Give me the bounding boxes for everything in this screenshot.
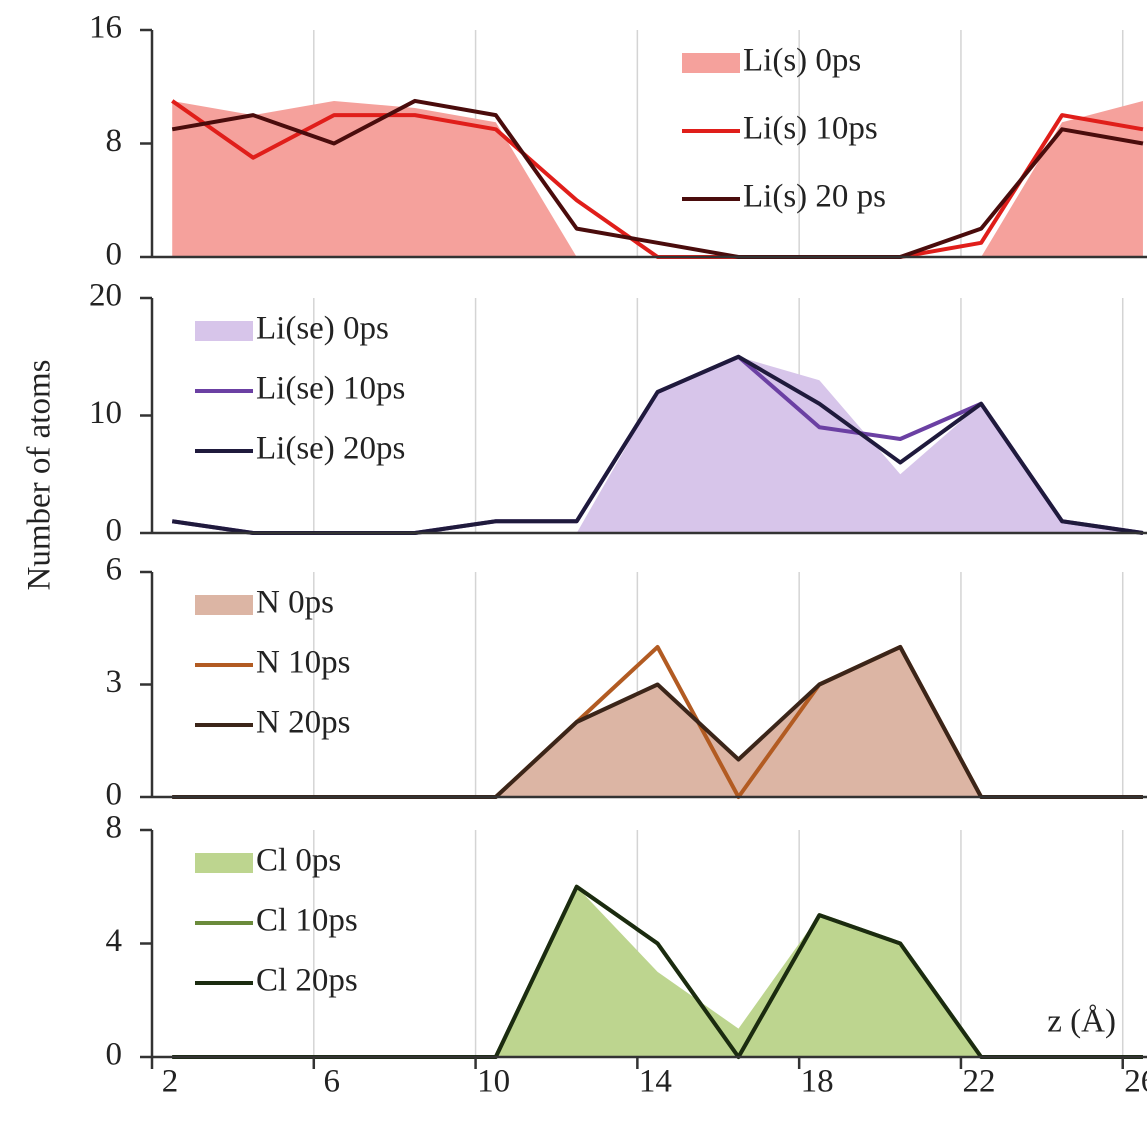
x-axis-label: z (Å) [1047, 1003, 1116, 1040]
legend-label: Cl 20ps [256, 963, 358, 999]
x-tick-label: 18 [801, 1064, 834, 1100]
legend-swatch [682, 53, 740, 73]
x-tick-label: 6 [324, 1064, 341, 1100]
legend-label: Li(se) 20ps [256, 431, 405, 467]
y-axis-label: Number of atoms [22, 360, 58, 591]
legend-label: Li(s) 20 ps [743, 179, 886, 215]
legend-label: Cl 0ps [256, 843, 341, 879]
y-tick-label: 4 [106, 923, 123, 959]
chart: 0816Li(s) 0psLi(s) 10psLi(s) 20 ps01020L… [0, 0, 1147, 1125]
x-tick-label: 26 [1124, 1064, 1147, 1100]
y-tick-label: 0 [106, 777, 123, 813]
legend-label: Li(se) 10ps [256, 371, 405, 407]
y-tick-label: 10 [89, 395, 122, 431]
legend-label: N 0ps [256, 585, 334, 621]
x-tick-label: 14 [639, 1064, 672, 1100]
legend-label: Li(s) 0ps [743, 43, 861, 79]
y-tick-label: 8 [106, 810, 123, 846]
x-tick-label: 2 [162, 1064, 179, 1100]
legend-swatch [195, 595, 253, 615]
y-tick-label: 6 [106, 552, 123, 588]
legend-swatch [195, 321, 253, 341]
legend-label: Cl 10ps [256, 903, 358, 939]
x-tick-label: 10 [477, 1064, 510, 1100]
y-tick-label: 0 [106, 1037, 123, 1073]
legend-swatch [195, 853, 253, 873]
y-tick-label: 0 [106, 237, 123, 273]
x-tick-label: 22 [962, 1064, 995, 1100]
y-tick-label: 20 [89, 278, 122, 314]
plot-area [172, 101, 1143, 257]
legend-label: Li(se) 0ps [256, 311, 389, 347]
y-tick-label: 8 [106, 123, 123, 159]
y-tick-label: 0 [106, 513, 123, 549]
y-tick-label: 16 [89, 10, 122, 46]
legend-label: N 20ps [256, 705, 350, 741]
y-tick-label: 3 [106, 664, 123, 700]
legend-label: Li(s) 10ps [743, 111, 878, 147]
legend-label: N 10ps [256, 645, 350, 681]
